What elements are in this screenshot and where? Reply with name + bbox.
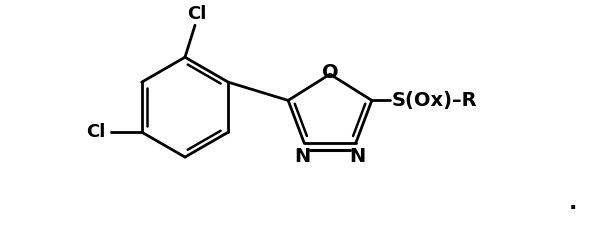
Text: N: N [350,147,366,166]
Text: Cl: Cl [87,123,106,141]
Text: S(Ox)–R: S(Ox)–R [392,91,478,110]
Text: .: . [569,193,577,213]
Text: N: N [294,147,310,166]
Text: Cl: Cl [187,5,207,23]
Text: O: O [322,63,338,82]
